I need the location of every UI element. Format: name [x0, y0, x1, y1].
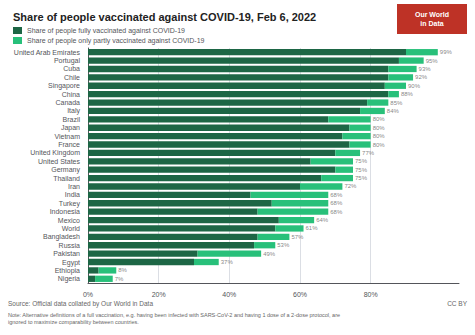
svg-text:68%: 68% — [330, 209, 343, 215]
svg-text:Mexico: Mexico — [58, 217, 80, 224]
svg-text:53%: 53% — [277, 242, 290, 248]
svg-text:China: China — [62, 91, 80, 98]
svg-text:77%: 77% — [362, 150, 375, 156]
svg-text:Iran: Iran — [68, 183, 80, 190]
svg-text:United States: United States — [38, 158, 81, 165]
svg-text:57%: 57% — [291, 234, 304, 240]
svg-text:7%: 7% — [115, 276, 124, 282]
svg-text:75%: 75% — [355, 167, 368, 173]
svg-text:93%: 93% — [419, 66, 432, 72]
svg-text:World: World — [62, 225, 80, 232]
svg-text:Source: Official data collated: Source: Official data collated by Our Wo… — [8, 300, 153, 308]
svg-text:75%: 75% — [355, 158, 368, 164]
svg-text:72%: 72% — [344, 183, 357, 189]
svg-text:Thailand: Thailand — [53, 175, 80, 182]
svg-text:Ethiopia: Ethiopia — [55, 267, 80, 275]
svg-text:United Kingdom: United Kingdom — [30, 149, 80, 157]
svg-text:Share of people vaccinated aga: Share of people vaccinated against COVID… — [13, 11, 316, 23]
svg-text:64%: 64% — [316, 217, 329, 223]
svg-text:92%: 92% — [415, 74, 428, 80]
svg-text:Share of people fully vaccinat: Share of people fully vaccinated against… — [27, 27, 185, 35]
svg-text:Italy: Italy — [67, 107, 80, 115]
svg-text:Germany: Germany — [51, 166, 80, 174]
svg-text:84%: 84% — [387, 108, 400, 114]
svg-text:CC BY: CC BY — [447, 300, 468, 307]
svg-text:Turkey: Turkey — [59, 200, 81, 208]
svg-text:Egypt: Egypt — [62, 259, 80, 267]
svg-text:France: France — [58, 141, 80, 148]
svg-text:68%: 68% — [330, 200, 343, 206]
svg-text:Canada: Canada — [55, 99, 80, 106]
svg-text:20%: 20% — [152, 291, 166, 298]
svg-text:Indonesia: Indonesia — [50, 208, 80, 215]
svg-text:United Arab Emirates: United Arab Emirates — [14, 49, 81, 56]
svg-text:40%: 40% — [222, 291, 236, 298]
svg-text:80%: 80% — [373, 116, 386, 122]
svg-text:88%: 88% — [401, 91, 414, 97]
svg-text:80%: 80% — [373, 142, 386, 148]
svg-text:80%: 80% — [373, 133, 386, 139]
svg-text:49%: 49% — [263, 251, 276, 257]
svg-text:37%: 37% — [221, 259, 234, 265]
svg-text:Bangladesh: Bangladesh — [43, 233, 80, 241]
svg-text:Brazil: Brazil — [62, 116, 80, 123]
svg-text:in Data: in Data — [420, 20, 443, 27]
svg-text:Our World: Our World — [415, 11, 449, 18]
svg-text:Chile: Chile — [64, 74, 80, 81]
svg-text:Pakistan: Pakistan — [53, 250, 80, 257]
svg-text:75%: 75% — [355, 175, 368, 181]
svg-text:Share of people only partly va: Share of people only partly vaccinated a… — [27, 37, 205, 45]
svg-text:Russia: Russia — [59, 242, 81, 249]
svg-text:Singapore: Singapore — [48, 82, 80, 90]
svg-text:80%: 80% — [364, 291, 378, 298]
svg-text:Japan: Japan — [61, 124, 80, 132]
svg-text:99%: 99% — [440, 49, 453, 55]
svg-text:Cuba: Cuba — [63, 65, 80, 72]
svg-text:Nigeria: Nigeria — [58, 275, 80, 283]
svg-text:Portugal: Portugal — [54, 57, 81, 65]
svg-text:95%: 95% — [426, 58, 439, 64]
svg-text:90%: 90% — [408, 83, 421, 89]
svg-text:80%: 80% — [373, 125, 386, 131]
svg-text:68%: 68% — [330, 192, 343, 198]
svg-text:0%: 0% — [83, 291, 93, 298]
svg-text:85%: 85% — [390, 100, 403, 106]
svg-text:India: India — [65, 191, 80, 198]
svg-text:ignored to maximize comparabil: ignored to maximize comparability betwee… — [8, 319, 139, 325]
svg-text:Note: Alternative definitions: Note: Alternative definitions of a full … — [8, 312, 340, 318]
svg-text:Vietnam: Vietnam — [54, 133, 80, 140]
svg-text:61%: 61% — [306, 225, 319, 231]
svg-text:8%: 8% — [118, 267, 127, 273]
svg-text:60%: 60% — [293, 291, 307, 298]
